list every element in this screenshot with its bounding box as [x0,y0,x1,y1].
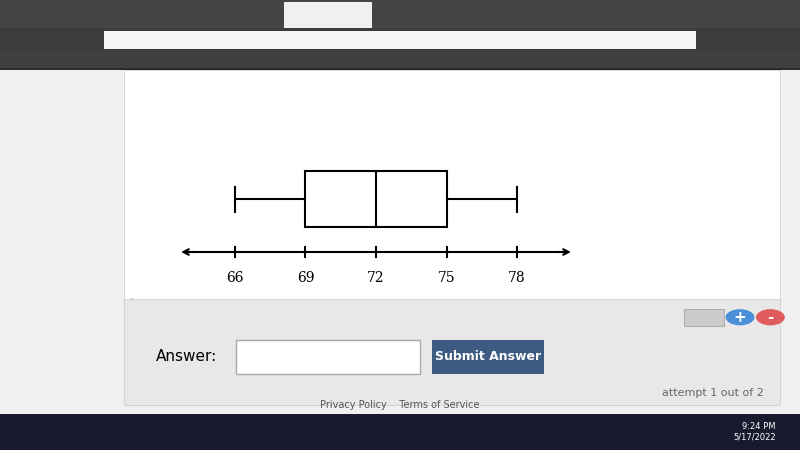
Text: Submit Answer: Submit Answer [435,350,541,363]
Text: 78: 78 [508,271,526,285]
Text: 69: 69 [297,271,314,285]
Text: -: - [767,310,774,325]
Text: The box-and-whisker plot below represents some data set. What: The box-and-whisker plot below represent… [138,88,775,106]
Text: Answer:: Answer: [156,349,218,364]
Text: attempt 1 out of 2: attempt 1 out of 2 [662,388,764,398]
Text: 72: 72 [367,271,385,285]
Text: DeltaMath: DeltaMath [308,13,348,22]
Text: 75: 75 [438,271,455,285]
Text: +: + [734,310,746,325]
Text: Privacy Policy    Terms of Service: Privacy Policy Terms of Service [320,400,480,410]
Text: percentage of the data values are between 69 and 72?: percentage of the data values are betwee… [138,122,678,140]
Text: https://www.deltamath.com/app/student/solve/16307125/interpretBoxAndWhisker: https://www.deltamath.com/app/student/so… [270,37,530,43]
Text: 9:24 PM
5/17/2022: 9:24 PM 5/17/2022 [734,422,776,442]
Text: 66: 66 [226,271,243,285]
